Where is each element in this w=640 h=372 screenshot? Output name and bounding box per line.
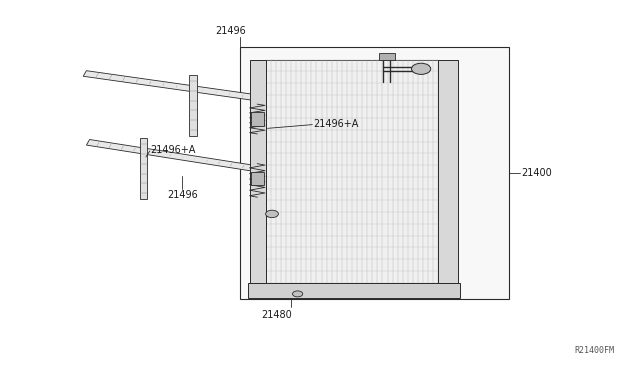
Text: R21400FM: R21400FM (575, 346, 614, 355)
Circle shape (292, 291, 303, 297)
Polygon shape (438, 60, 458, 283)
Polygon shape (250, 60, 266, 283)
Polygon shape (83, 71, 336, 112)
Polygon shape (266, 60, 438, 283)
FancyBboxPatch shape (379, 53, 395, 60)
Circle shape (412, 63, 431, 74)
Text: 21480: 21480 (262, 310, 292, 320)
FancyBboxPatch shape (251, 172, 264, 185)
Text: 21400: 21400 (522, 168, 552, 178)
Text: 21496: 21496 (215, 26, 246, 36)
Polygon shape (248, 283, 460, 298)
Circle shape (266, 210, 278, 218)
FancyBboxPatch shape (251, 112, 264, 126)
Text: 21496+A: 21496+A (314, 119, 359, 129)
Polygon shape (189, 75, 197, 136)
Polygon shape (240, 46, 509, 299)
Polygon shape (86, 140, 291, 177)
Text: 21496+A: 21496+A (150, 145, 195, 155)
Polygon shape (140, 138, 147, 199)
Text: 21496: 21496 (167, 190, 198, 201)
